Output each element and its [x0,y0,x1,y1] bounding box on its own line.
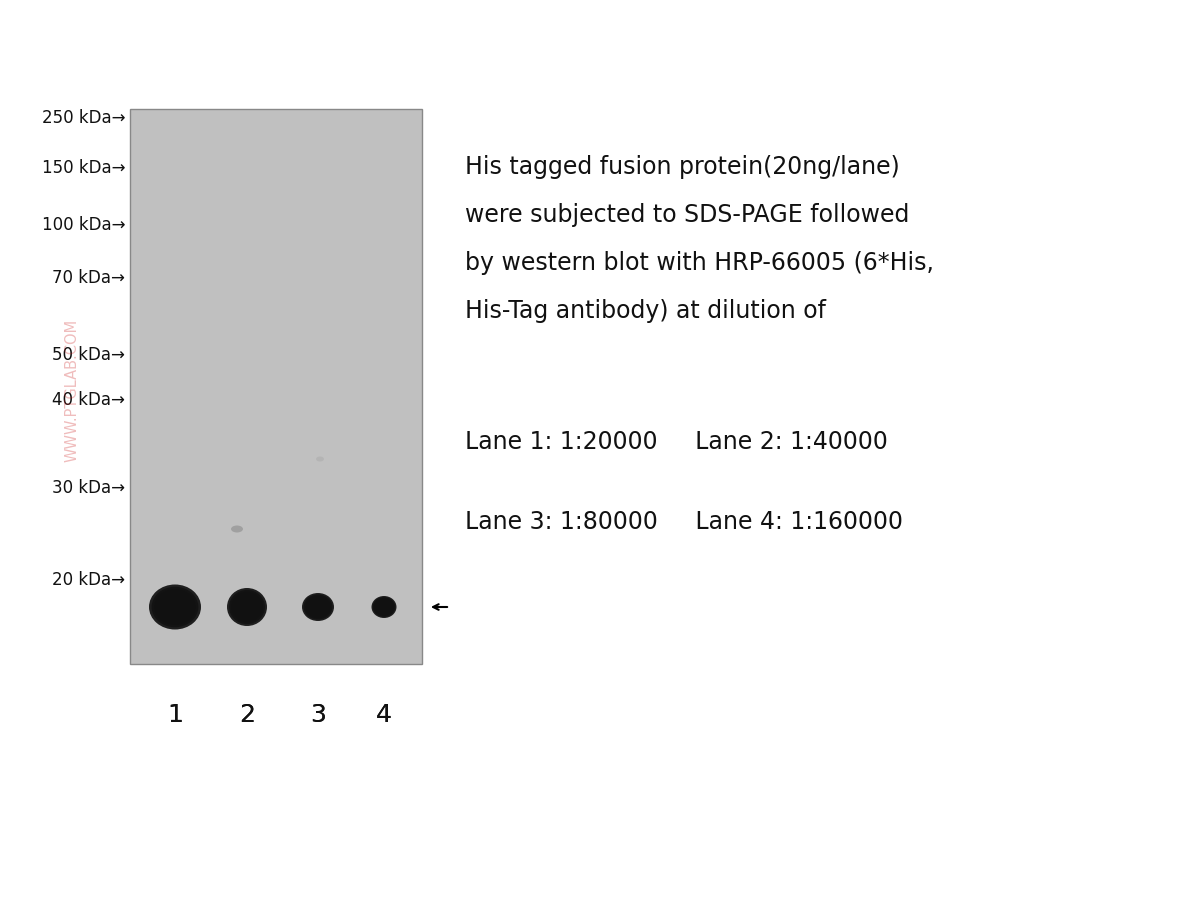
Text: 40 kDa→: 40 kDa→ [52,391,125,409]
Ellipse shape [374,599,394,616]
Ellipse shape [159,594,190,621]
Ellipse shape [157,592,193,623]
Text: Lane 3: 1:80000     Lane 4: 1:160000: Lane 3: 1:80000 Lane 4: 1:160000 [465,510,903,533]
Text: 250 kDa→: 250 kDa→ [42,109,125,127]
Text: 1: 1 [167,703,183,726]
Ellipse shape [242,602,253,613]
Ellipse shape [312,602,325,613]
Ellipse shape [302,594,334,621]
Text: 70 kDa→: 70 kDa→ [52,269,125,287]
Ellipse shape [243,603,251,612]
Ellipse shape [164,598,186,616]
Text: His-Tag antibody) at dilution of: His-Tag antibody) at dilution of [465,299,826,323]
Ellipse shape [173,605,177,610]
Ellipse shape [233,594,261,621]
Ellipse shape [315,604,321,610]
Text: 3: 3 [311,703,326,726]
Ellipse shape [155,589,196,625]
Ellipse shape [303,594,332,620]
Text: Lane 1: 1:20000     Lane 2: 1:40000: Lane 1: 1:20000 Lane 2: 1:40000 [465,429,888,454]
Ellipse shape [313,603,322,612]
Ellipse shape [376,601,392,614]
Ellipse shape [168,601,183,614]
Ellipse shape [377,602,390,612]
Ellipse shape [307,597,330,617]
Ellipse shape [228,590,265,624]
Ellipse shape [308,599,327,616]
Text: 2: 2 [239,703,255,726]
Ellipse shape [170,603,180,612]
Ellipse shape [371,596,396,618]
Text: were subjected to SDS-PAGE followed: were subjected to SDS-PAGE followed [465,203,909,226]
Ellipse shape [305,596,331,619]
Ellipse shape [378,603,389,612]
Ellipse shape [381,604,388,611]
Ellipse shape [375,600,393,615]
Text: 30 kDa→: 30 kDa→ [52,478,125,496]
Text: 4: 4 [376,703,392,726]
Ellipse shape [317,457,324,462]
Text: 150 kDa→: 150 kDa→ [42,159,125,177]
Text: 50 kDa→: 50 kDa→ [52,345,125,364]
Ellipse shape [317,606,320,609]
Ellipse shape [231,592,263,622]
Text: 20 kDa→: 20 kDa→ [52,570,125,588]
Ellipse shape [383,606,386,609]
Ellipse shape [162,596,188,619]
Ellipse shape [237,598,257,617]
Text: His tagged fusion protein(20ng/lane): His tagged fusion protein(20ng/lane) [465,155,900,179]
Text: 3: 3 [311,703,326,726]
Text: by western blot with HRP-66005 (6*His,: by western blot with HRP-66005 (6*His, [465,251,934,275]
Ellipse shape [245,605,249,609]
Ellipse shape [227,588,267,626]
Bar [130,110,422,664]
Ellipse shape [231,526,243,533]
Ellipse shape [239,600,255,615]
Text: 4: 4 [376,703,392,726]
Ellipse shape [149,584,201,630]
Ellipse shape [311,601,326,614]
Ellipse shape [151,587,199,628]
Ellipse shape [372,597,395,617]
Text: 2: 2 [239,703,255,726]
Text: 1: 1 [167,703,183,726]
Text: WWW.PTGLAB.COM: WWW.PTGLAB.COM [64,318,80,461]
Ellipse shape [382,605,387,610]
Ellipse shape [234,596,259,619]
Text: 100 kDa→: 100 kDa→ [42,216,125,234]
